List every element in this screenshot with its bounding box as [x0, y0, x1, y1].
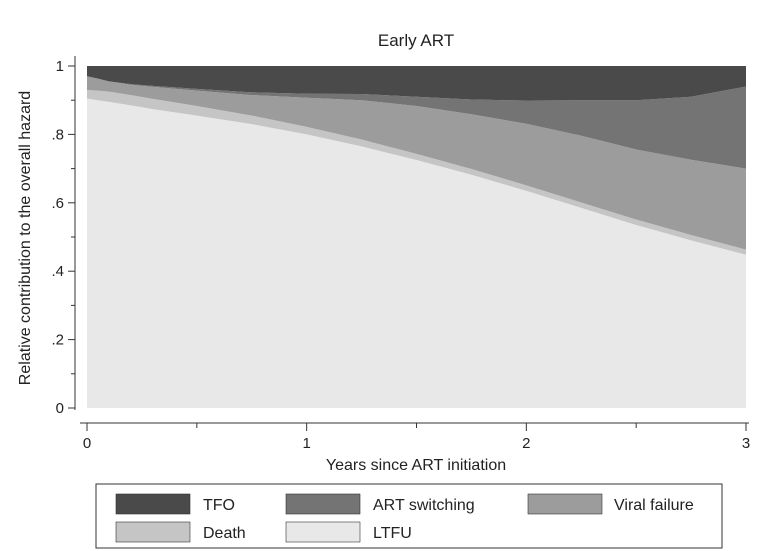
x-axis-label: Years since ART initiation [326, 457, 506, 474]
y-tick-label: .4 [51, 263, 64, 280]
x-axis: 0 1 2 3 [80, 422, 750, 452]
y-tick-label: .2 [51, 332, 64, 349]
legend-swatch-art-switching [285, 493, 361, 515]
area-viral-failure [87, 76, 746, 250]
area-tfo [87, 66, 746, 101]
y-tick-label: 0 [56, 400, 64, 417]
area-ltfu [87, 98, 746, 409]
y-tick-label: .8 [51, 126, 64, 143]
x-tick-label: 0 [83, 435, 91, 452]
x-tick-label: 1 [302, 435, 310, 452]
legend-swatch-ltfu [285, 521, 361, 543]
y-axis: 0 .2 .4 .6 .8 1 [51, 56, 76, 417]
area-death [87, 89, 746, 255]
y-tick-label: 1 [56, 58, 64, 75]
legend-swatch-viral-failure [527, 493, 603, 515]
y-ticks: 0 .2 .4 .6 .8 1 [51, 58, 75, 417]
legend-label-death: Death [203, 525, 246, 542]
legend-label-ltfu: LTFU [373, 525, 412, 542]
legend-swatch-tfo [115, 493, 191, 515]
x-tick-label: 2 [522, 435, 530, 452]
legend: TFO ART switching Viral failure Death LTFU [95, 483, 723, 549]
y-tick-label: .6 [51, 195, 64, 212]
x-tick-label: 3 [742, 435, 750, 452]
chart-title: Early ART [378, 31, 454, 50]
legend-label-viral-failure: Viral failure [614, 497, 694, 514]
legend-label-tfo: TFO [203, 497, 235, 514]
area-layers [87, 66, 746, 409]
legend-items: TFO ART switching Viral failure Death LTFU [115, 493, 694, 543]
legend-swatch-death [115, 521, 191, 543]
legend-box [95, 483, 723, 549]
area-art-switching [87, 76, 746, 169]
x-ticks: 0 1 2 3 [83, 423, 750, 452]
y-axis-label: Relative contribution to the overall haz… [17, 91, 34, 385]
legend-label-art-switching: ART switching [373, 497, 475, 514]
